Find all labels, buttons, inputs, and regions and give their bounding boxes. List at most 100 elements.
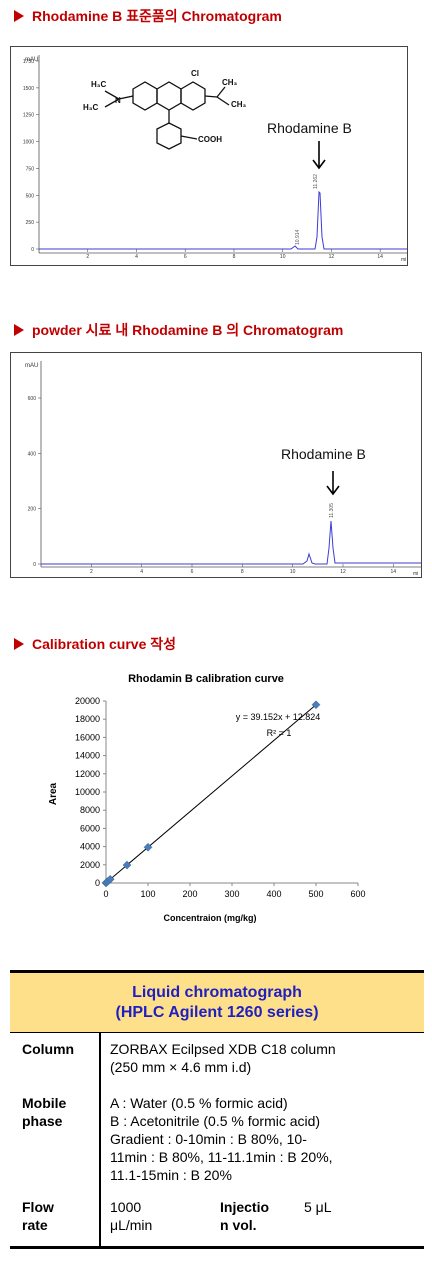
chromatogram-standard-svg: mAU 1750 1500 1250 1000 750 500 250 0 2 4 6 8 10 12 1… bbox=[23, 55, 407, 263]
data-point bbox=[143, 842, 153, 852]
x-tick-label: 14 bbox=[391, 569, 397, 575]
chromatogram-powder-svg: mAU 600 400 200 0 2 4 6 8 10 12 14 11.305 mi bbox=[25, 361, 421, 577]
column-value-1: ZORBAX Ecilpsed XDB C18 column bbox=[110, 1041, 336, 1057]
x-tick-label: 4 bbox=[135, 254, 138, 260]
section-heading-text: Calibration curve 작성 bbox=[32, 636, 177, 652]
chrom2-annotation: Rhodamine B bbox=[281, 446, 366, 462]
y-axis-label: Area bbox=[48, 782, 59, 805]
mobile-value-4: 11min : B 80%, 11-11.1min : B 20%, bbox=[110, 1149, 333, 1165]
y-tick-label: 1500 bbox=[23, 86, 34, 92]
x-tick-label: 8 bbox=[241, 569, 244, 575]
section-heading-powder: powder 시료 내 Rhodamine B 의 Chromatogram bbox=[14, 320, 343, 340]
triangle-bullet-icon bbox=[14, 638, 24, 651]
data-point bbox=[105, 874, 115, 884]
x-tick-label: 600 bbox=[350, 889, 365, 899]
x-tick-label: 6 bbox=[191, 569, 194, 575]
chromatogram-powder: mAU 600 400 200 0 2 4 6 8 10 12 14 11.305 mi Rhod… bbox=[10, 352, 422, 578]
y-tick-label: 1250 bbox=[23, 113, 34, 119]
structure-label-r1: CH₃ bbox=[222, 78, 238, 87]
mobile-value-2: B : Acetonitrile (0.5 % formic acid) bbox=[110, 1113, 321, 1129]
section-heading-standard: Rhodamine B 표준품의 Chromatogram bbox=[14, 6, 282, 26]
section-heading-calibration: Calibration curve 작성 bbox=[14, 634, 176, 654]
y-tick-label: 200 bbox=[28, 507, 37, 513]
structure-label-cooh: COOH bbox=[198, 135, 222, 144]
chrom1-peak-label: 11.262 bbox=[313, 174, 319, 189]
chromatogram-standard: mAU 1750 1500 1250 1000 750 500 250 0 2 4 6 8 10 12 1… bbox=[10, 46, 408, 266]
y-tick-label: 4000 bbox=[80, 842, 100, 852]
chart-title: Rhodamin B calibration curve bbox=[128, 673, 284, 685]
x-tick-label: 4 bbox=[140, 569, 143, 575]
y-tick-label: 10000 bbox=[75, 787, 100, 797]
x-tick-label: 12 bbox=[329, 254, 335, 260]
table-divider bbox=[99, 1033, 101, 1246]
chrom1-annotation: Rhodamine B bbox=[267, 120, 352, 136]
x-tick-label: 500 bbox=[308, 889, 323, 899]
y-tick-label: 16000 bbox=[75, 732, 100, 742]
x-tick-label: 100 bbox=[140, 889, 155, 899]
section-heading-text: powder 시료 내 Rhodamine B 의 Chromatogram bbox=[32, 322, 344, 338]
data-point bbox=[311, 700, 321, 710]
structure-label-l1: H₃C bbox=[91, 80, 106, 89]
structure-label-n: N bbox=[115, 96, 121, 105]
injection-label-2: n vol. bbox=[220, 1217, 257, 1233]
injection-label-1: Injectio bbox=[220, 1199, 270, 1215]
y-tick-label: 750 bbox=[26, 166, 35, 172]
calibration-chart: Rhodamin B calibration curve Area Concen… bbox=[48, 673, 366, 923]
trendline bbox=[105, 704, 317, 884]
y-tick-label: 14000 bbox=[75, 751, 100, 761]
chrom2-peak-label: 11.305 bbox=[329, 503, 335, 518]
flow-value-2: μL/min bbox=[110, 1217, 153, 1233]
hplc-conditions-table: Liquid chromatograph (HPLC Agilent 1260 … bbox=[10, 970, 424, 1250]
x-tick-label: 6 bbox=[184, 254, 187, 260]
table-header: Liquid chromatograph (HPLC Agilent 1260 … bbox=[10, 973, 424, 1033]
column-label: Column bbox=[22, 1041, 75, 1057]
x-tick-label: 400 bbox=[266, 889, 281, 899]
rhodamine-structure-icon bbox=[104, 81, 230, 150]
mobile-value-3: Gradient : 0-10min : B 80%, 10- bbox=[110, 1131, 307, 1147]
x-tick-label: 8 bbox=[233, 254, 236, 260]
y-tick-label: 18000 bbox=[75, 714, 100, 724]
mobile-value-1: A : Water (0.5 % formic acid) bbox=[110, 1095, 288, 1111]
mobile-label-1: Mobile bbox=[22, 1095, 67, 1111]
table-bottom-rule bbox=[10, 1246, 424, 1249]
x-tick-label: 10 bbox=[280, 254, 286, 260]
section-heading-text: Rhodamine B 표준품의 Chromatogram bbox=[32, 8, 282, 24]
y-tick-label: 20000 bbox=[75, 696, 100, 706]
structure-label-l2: H₃C bbox=[83, 103, 98, 112]
flow-label-1: Flow bbox=[22, 1199, 54, 1215]
y-tick-label: 6000 bbox=[80, 823, 100, 833]
mobile-value-5: 11.1-15min : B 20% bbox=[110, 1167, 232, 1183]
y-tick-label: 600 bbox=[28, 396, 37, 402]
y-tick-label: 8000 bbox=[80, 805, 100, 815]
x-tick-label: 200 bbox=[182, 889, 197, 899]
y-tick-label: 1750 bbox=[23, 59, 34, 65]
chrom1-yunit: mAU bbox=[25, 57, 38, 63]
chrom2-trace bbox=[41, 520, 421, 565]
chrom1-small-peak-label: 10.914 bbox=[295, 229, 301, 245]
y-tick-label: 0 bbox=[31, 247, 34, 253]
y-tick-label: 0 bbox=[95, 878, 100, 888]
x-tick-label: 2 bbox=[86, 254, 89, 260]
triangle-bullet-icon bbox=[14, 324, 24, 337]
flow-label-2: rate bbox=[22, 1217, 48, 1233]
table-top-rule bbox=[10, 970, 424, 973]
data-point bbox=[122, 860, 132, 870]
x-axis-label: Concentraion (mg/kg) bbox=[163, 913, 256, 923]
chrom1-trace bbox=[39, 190, 407, 250]
triangle-bullet-icon bbox=[14, 10, 24, 23]
x-tick-label: 2 bbox=[90, 569, 93, 575]
y-tick-label: 500 bbox=[26, 193, 35, 199]
x-tick-label: 10 bbox=[290, 569, 296, 575]
table-header-line1: Liquid chromatograph bbox=[132, 984, 302, 1001]
table-header-line2: (HPLC Agilent 1260 series) bbox=[115, 1004, 319, 1021]
x-tick-label: 14 bbox=[377, 254, 383, 260]
structure-label-cl: Cl bbox=[191, 69, 199, 78]
r-squared: R² = 1 bbox=[267, 728, 292, 738]
y-tick-label: 250 bbox=[26, 220, 35, 226]
y-tick-label: 400 bbox=[28, 451, 37, 457]
column-value-2: (250 mm × 4.6 mm i.d) bbox=[110, 1059, 252, 1075]
y-tick-label: 12000 bbox=[75, 769, 100, 779]
structure-label-r2: CH₃ bbox=[231, 100, 247, 109]
flow-value-1: 1000 bbox=[110, 1199, 142, 1215]
injection-value: 5 μL bbox=[304, 1199, 332, 1215]
